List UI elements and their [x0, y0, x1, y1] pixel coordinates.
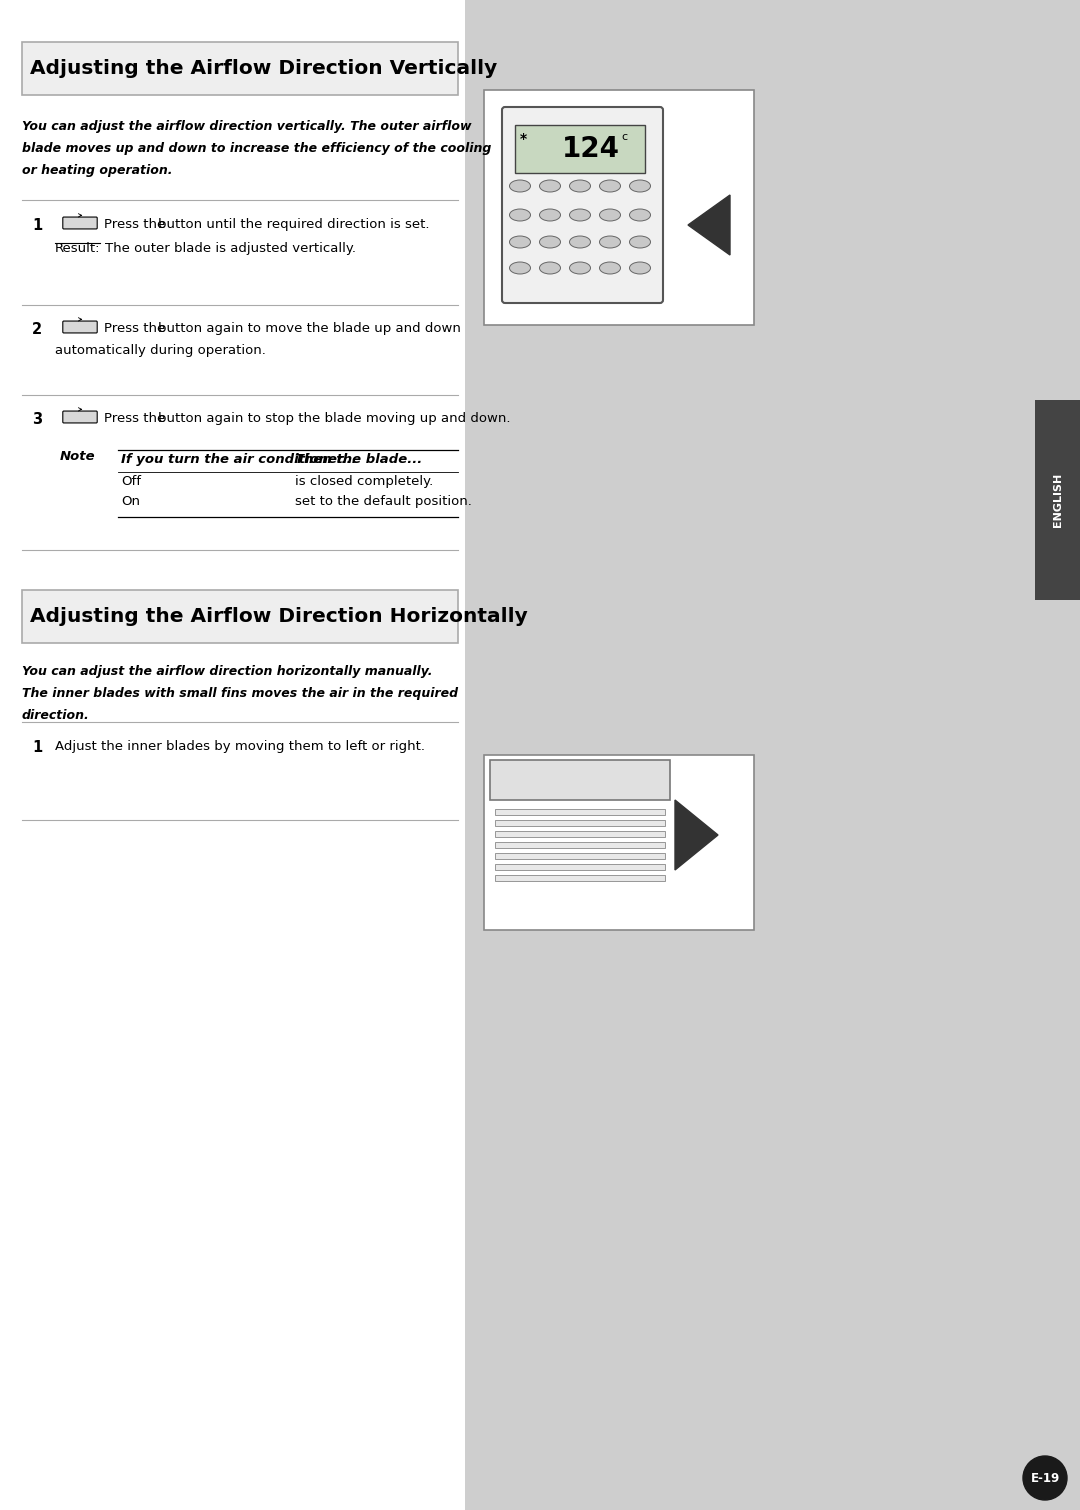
Text: button again to stop the blade moving up and down.: button again to stop the blade moving up… — [158, 412, 511, 424]
Bar — [495, 853, 665, 859]
Polygon shape — [675, 800, 718, 870]
Text: set to the default position.: set to the default position. — [295, 495, 472, 507]
Ellipse shape — [510, 208, 530, 220]
Bar — [495, 820, 665, 826]
Ellipse shape — [599, 208, 621, 220]
Text: Off: Off — [121, 476, 141, 488]
Text: Adjust the inner blades by moving them to left or right.: Adjust the inner blades by moving them t… — [55, 740, 426, 753]
Text: 3: 3 — [32, 412, 42, 427]
Text: Result:: Result: — [55, 242, 100, 255]
Text: You can adjust the airflow direction vertically. The outer airflow: You can adjust the airflow direction ver… — [22, 119, 472, 133]
Text: 124: 124 — [562, 134, 620, 163]
Text: Press the: Press the — [104, 217, 165, 231]
FancyBboxPatch shape — [484, 755, 754, 930]
Bar — [515, 125, 645, 174]
Text: The outer blade is adjusted vertically.: The outer blade is adjusted vertically. — [105, 242, 356, 255]
Text: You can adjust the airflow direction horizontally manually.: You can adjust the airflow direction hor… — [22, 664, 432, 678]
Text: is closed completely.: is closed completely. — [295, 476, 433, 488]
Text: Note: Note — [60, 450, 96, 464]
Ellipse shape — [630, 208, 650, 220]
Polygon shape — [688, 195, 730, 255]
Text: button again to move the blade up and down: button again to move the blade up and do… — [158, 322, 461, 335]
FancyBboxPatch shape — [484, 91, 754, 325]
Text: *: * — [519, 133, 527, 146]
FancyBboxPatch shape — [22, 590, 458, 643]
Text: or heating operation.: or heating operation. — [22, 165, 173, 177]
Bar — [495, 831, 665, 837]
FancyBboxPatch shape — [63, 322, 97, 332]
Text: The inner blades with small fins moves the air in the required: The inner blades with small fins moves t… — [22, 687, 458, 701]
Text: automatically during operation.: automatically during operation. — [55, 344, 266, 356]
Ellipse shape — [510, 180, 530, 192]
Bar — [495, 809, 665, 815]
Bar — [1035, 400, 1080, 599]
FancyBboxPatch shape — [63, 411, 97, 423]
Ellipse shape — [630, 180, 650, 192]
FancyBboxPatch shape — [502, 107, 663, 304]
Text: 1: 1 — [32, 217, 42, 233]
Bar — [495, 864, 665, 870]
Text: Adjusting the Airflow Direction Vertically: Adjusting the Airflow Direction Vertical… — [30, 59, 497, 79]
Text: direction.: direction. — [22, 710, 90, 722]
Text: ENGLISH: ENGLISH — [1053, 473, 1063, 527]
Ellipse shape — [599, 263, 621, 273]
Text: c: c — [622, 131, 627, 142]
Ellipse shape — [540, 208, 561, 220]
FancyBboxPatch shape — [63, 217, 97, 230]
Bar — [465, 0, 1080, 1510]
Bar — [495, 843, 665, 849]
Text: If you turn the air conditioner...: If you turn the air conditioner... — [121, 453, 356, 467]
Ellipse shape — [599, 180, 621, 192]
Ellipse shape — [630, 236, 650, 248]
Ellipse shape — [599, 236, 621, 248]
Text: Press the: Press the — [104, 412, 165, 424]
Text: Adjusting the Airflow Direction Horizontally: Adjusting the Airflow Direction Horizont… — [30, 607, 528, 627]
Ellipse shape — [510, 236, 530, 248]
Ellipse shape — [569, 263, 591, 273]
Ellipse shape — [540, 236, 561, 248]
Text: button until the required direction is set.: button until the required direction is s… — [158, 217, 430, 231]
Text: blade moves up and down to increase the efficiency of the cooling: blade moves up and down to increase the … — [22, 142, 491, 156]
Text: E-19: E-19 — [1030, 1472, 1059, 1484]
Text: On: On — [121, 495, 140, 507]
Ellipse shape — [540, 263, 561, 273]
Bar — [490, 760, 670, 800]
Bar — [495, 874, 665, 880]
Text: 1: 1 — [32, 740, 42, 755]
Text: Then the blade...: Then the blade... — [295, 453, 422, 467]
Ellipse shape — [569, 236, 591, 248]
FancyBboxPatch shape — [22, 42, 458, 95]
Ellipse shape — [630, 263, 650, 273]
Ellipse shape — [569, 208, 591, 220]
Circle shape — [1023, 1456, 1067, 1499]
Text: 2: 2 — [32, 322, 42, 337]
Ellipse shape — [540, 180, 561, 192]
Ellipse shape — [510, 263, 530, 273]
Text: Press the: Press the — [104, 322, 165, 335]
Ellipse shape — [569, 180, 591, 192]
